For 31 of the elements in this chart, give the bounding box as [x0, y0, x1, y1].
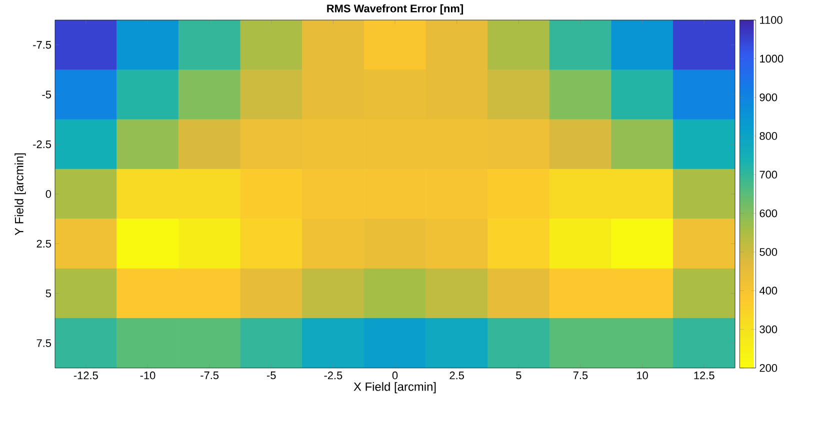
y-tick-label: 7.5 [36, 339, 52, 347]
x-tick-label: -10 [140, 372, 156, 380]
x-tick-label: 5 [516, 372, 522, 380]
x-tick-label: -5 [266, 372, 276, 380]
y-tick-label: 2.5 [36, 240, 52, 248]
x-tick-label: 2.5 [450, 372, 464, 380]
color-bar-label: 500 [760, 248, 778, 256]
color-bar-label: 1000 [760, 54, 784, 63]
y-tick-label: -5 [42, 90, 52, 98]
x-tick-label: 7.5 [573, 372, 588, 380]
x-tick-label: -12.5 [74, 372, 98, 380]
y-tick-label: -7.5 [33, 41, 52, 49]
x-tick-label: 0 [392, 372, 398, 380]
x-tick-label: -7.5 [200, 372, 219, 380]
color-bar-label: 600 [760, 209, 778, 218]
color-bar-label: 200 [760, 364, 778, 372]
color-bar-label: 900 [760, 93, 778, 102]
y-tick-label: 0 [46, 190, 52, 198]
x-axis-title: X Field [arcmin] [354, 382, 436, 394]
y-tick-label: -2.5 [33, 140, 52, 148]
x-tick-label: -2.5 [324, 372, 342, 380]
y-axis-title: Y Field [arcmin] [14, 153, 26, 236]
color-bar-label: 1100 [760, 16, 782, 24]
x-tick-label: 10 [637, 372, 648, 380]
color-bar-label: 300 [760, 325, 778, 334]
color-bar-label: 800 [760, 132, 778, 140]
x-tick-label: 12.5 [694, 372, 714, 380]
color-bar-label: 700 [760, 170, 778, 179]
chart-title: RMS Wavefront Error [nm] [327, 4, 463, 15]
color-bar-label: 400 [759, 286, 778, 295]
y-tick-label: 5 [46, 290, 52, 298]
